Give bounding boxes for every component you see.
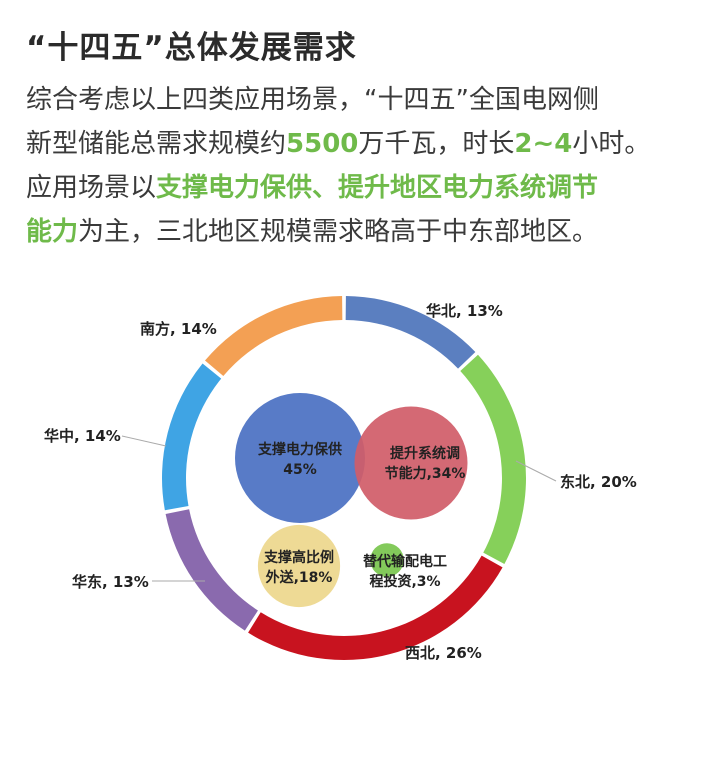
donut-slice-西北	[248, 555, 503, 660]
bubble-label-替代输配电工程投资-2: 程投资,3%	[369, 573, 440, 590]
bubble-label-支撑高比例外送-2: 外送,18%	[266, 569, 333, 586]
bubble-label-提升系统调节能力-1: 提升系统调	[390, 445, 460, 462]
bubble-替代输配电工程投资	[370, 543, 404, 577]
bubble-label-支撑电力保供-1: 支撑电力保供	[257, 441, 342, 458]
slice-label-南方: 南方, 14%	[140, 320, 217, 338]
leader-line-东北	[515, 460, 557, 482]
bubble-支撑电力保供	[235, 393, 365, 523]
highlight-scenario: 支撑电力保供、提升地区电力系统调节	[156, 173, 599, 203]
highlight-duration: 2~4	[514, 129, 573, 159]
bubble-label-支撑高比例外送-1: 支撑高比例	[263, 549, 334, 566]
summary-line-2: 新型储能总需求规模约5500万千瓦，时长2~4小时。	[26, 129, 651, 159]
donut-slice-华中	[162, 363, 222, 511]
bubble-支撑高比例外送	[257, 524, 341, 608]
highlight-scenario-end: 能力	[26, 217, 79, 247]
summary-line-3: 应用场景以支撑电力保供、提升地区电力系统调节	[26, 173, 599, 203]
summary-line-4: 能力为主，三北地区规模需求略高于中东部地区。	[26, 217, 599, 247]
slice-label-华中: 华中, 14%	[44, 427, 121, 445]
donut-slice-南方	[204, 296, 343, 377]
bubble-label-支撑电力保供-2: 45%	[283, 462, 317, 478]
slice-label-东北: 东北, 20%	[560, 473, 637, 491]
highlight-scale: 5500	[286, 129, 359, 159]
slice-label-华北: 华北, 13%	[426, 302, 503, 320]
donut-slice-华东	[165, 509, 258, 631]
slice-label-西北: 西北, 26%	[405, 644, 482, 662]
slice-label-华东: 华东, 13%	[72, 573, 149, 591]
page-title: “十四五”总体发展需求	[26, 30, 357, 66]
leader-line-华中	[121, 435, 167, 447]
summary-line-1: 综合考虑以上四类应用场景，“十四五”全国电网侧	[26, 85, 599, 115]
bubble-提升系统调节能力	[354, 406, 468, 520]
donut-slice-东北	[460, 354, 526, 565]
summary-text: 综合考虑以上四类应用场景，“十四五”全国电网侧 新型储能总需求规模约5500万千…	[26, 78, 696, 254]
bubble-label-提升系统调节能力-2: 节能力,34%	[385, 465, 466, 482]
bubble-label-替代输配电工程投资-1: 替代输配电工	[363, 553, 447, 570]
donut-slice-华北	[345, 296, 476, 369]
